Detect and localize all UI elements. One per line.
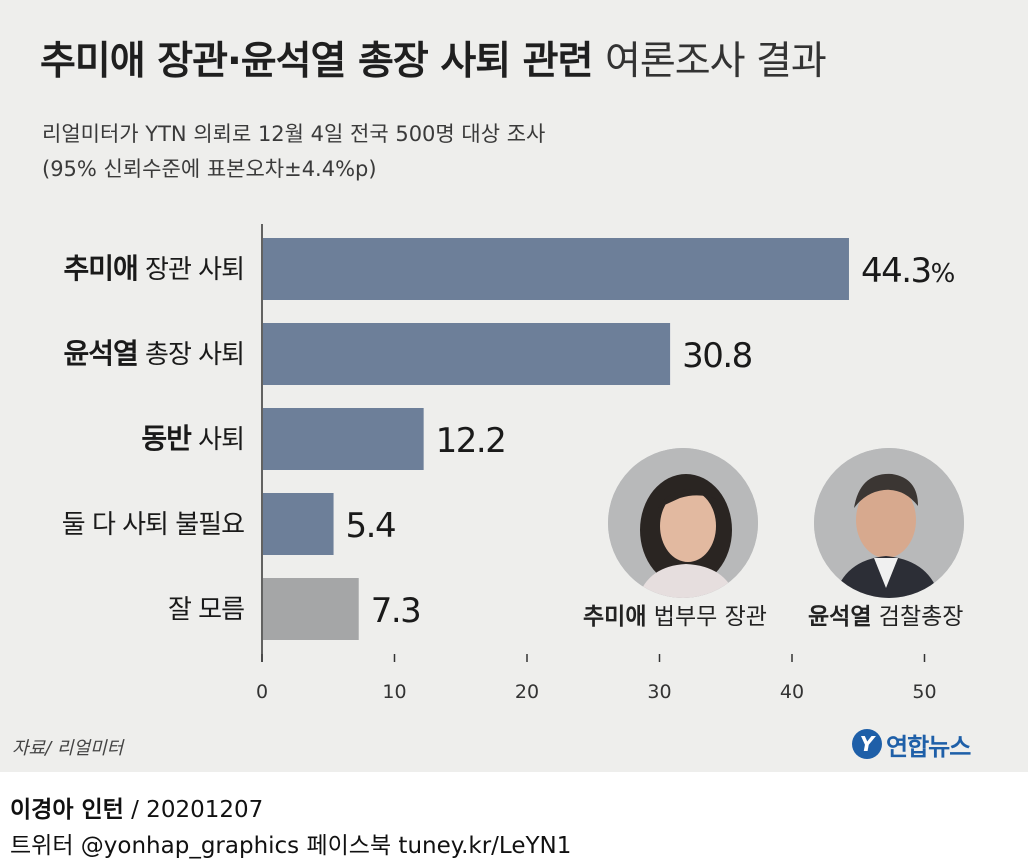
yonhap-logo-icon: Y [852,729,882,759]
caption-choo-name: 추미애 [583,604,647,630]
portrait-choo-photo [608,448,758,598]
x-tick-label-5: 50 [912,681,936,703]
x-tick-label-1: 10 [382,681,406,703]
caption-yoon: 윤석열 검찰총장 [808,597,963,631]
source-note: 자료/ 리얼미터 [12,738,124,759]
category-label-3: 둘 다 사퇴 불필요 [62,510,244,540]
portrait-yoon-photo [814,448,964,598]
category-label-1: 윤석열 총장 사퇴 [64,337,245,370]
x-tick-label-0: 0 [256,681,268,703]
bar-chart: 44.3% 추미애 장관 사퇴 30.8 윤석열 총장 사퇴 12.2 동반 사퇴 5.4 둘… [62,224,956,703]
subtitle-margin: (95% 신뢰수준에 표본오차±4.4%p) [42,157,377,181]
page-title: 추미애 장관·윤석열 총장 사퇴 관련 여론조사 결과 [40,30,827,86]
caption-yoon-name: 윤석열 [808,604,872,630]
footer-author: 이경아 인턴 [10,797,124,823]
title-bold: 추미애 장관·윤석열 총장 사퇴 관련 [40,39,593,84]
bar-3 [263,493,334,555]
caption-yoon-role: 검찰총장 [871,604,964,630]
bar-1 [263,323,671,385]
value-label-0: 44.3% [861,251,955,291]
yonhap-logo-text: 연합뉴스 [886,732,971,761]
bar-0 [263,238,849,300]
x-tick-label-4: 40 [780,681,804,703]
x-tick-label-2: 20 [515,681,539,703]
footer-social: 트위터 @yonhap_graphics 페이스북 tuney.kr/LeYN1 [10,833,572,859]
value-label-2: 12.2 [436,421,506,461]
footer-date: / 20201207 [123,797,264,823]
x-tick-label-3: 30 [647,681,671,703]
value-label-4: 7.3 [371,591,421,631]
yonhap-logo: Y 연합뉴스 [852,726,971,762]
bar-4 [263,578,359,640]
subtitle-survey: 리얼미터가 YTN 의뢰로 12월 4일 전국 500명 대상 조사 [42,122,546,146]
value-label-1: 30.8 [682,336,752,376]
category-label-4: 잘 모름 [168,595,244,625]
caption-choo: 추미애 법부무 장관 [583,597,767,631]
caption-choo-role: 법부무 장관 [646,604,767,630]
bar-2 [263,408,424,470]
value-label-3: 5.4 [346,506,396,546]
category-label-0: 추미애 장관 사퇴 [64,252,245,285]
category-label-2: 동반 사퇴 [141,422,244,455]
chart-panel [0,0,1028,772]
title-light: 여론조사 결과 [605,39,827,84]
footer-credit: 이경아 인턴 / 20201207 [10,790,263,824]
